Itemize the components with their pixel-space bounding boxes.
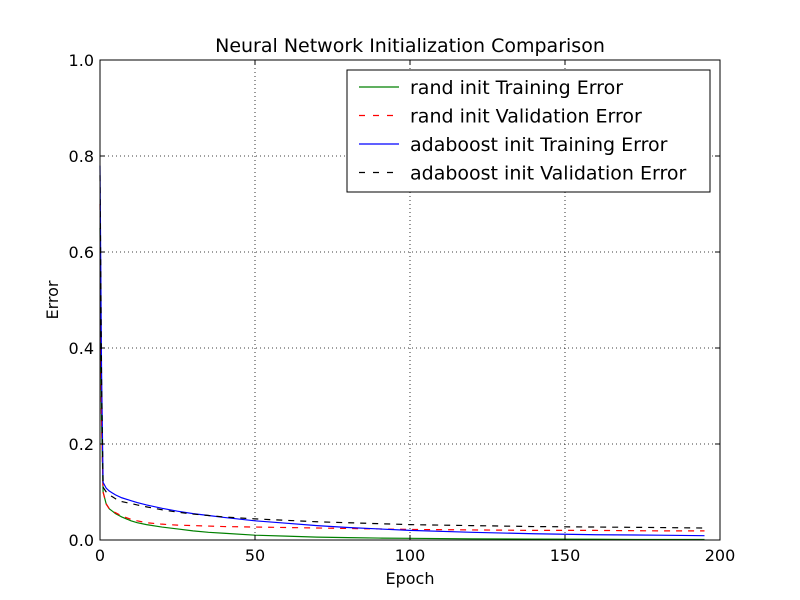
y-tick-label: 0.4 [69, 339, 94, 358]
y-tick-label: 0.6 [69, 243, 94, 262]
legend-entry-1: rand init Training Error [410, 77, 623, 99]
y-tick-label: 1.0 [69, 51, 94, 70]
x-tick-label: 150 [550, 546, 581, 565]
y-axis-label: Error [43, 280, 62, 319]
y-tick-label: 0.8 [69, 147, 94, 166]
series-line-1 [99, 227, 705, 541]
series-line-2 [99, 203, 705, 532]
ticks [99, 59, 721, 541]
y-tick-label: 0.0 [69, 531, 94, 550]
tick-labels: 0 50 100 150 200 0.0 0.2 0.4 0.6 0.8 1.0 [69, 51, 736, 565]
x-tick-label: 200 [705, 546, 736, 565]
series-group [99, 165, 705, 541]
x-tick-label: 0 [95, 546, 105, 565]
x-tick-label: 50 [245, 546, 265, 565]
legend-entry-4: adaboost init Validation Error [410, 163, 686, 185]
x-tick-label: 100 [395, 546, 426, 565]
chart-title: Neural Network Initialization Comparison [215, 35, 605, 57]
legend-box [346, 69, 711, 193]
legend-entry-3: adaboost init Training Error [410, 134, 668, 156]
y-tick-label: 0.2 [69, 435, 94, 454]
series-line-4 [99, 175, 705, 529]
legend-entry-2: rand init Validation Error [410, 106, 642, 128]
x-axis-label: Epoch [386, 569, 435, 588]
legend: rand init Training Error rand init Valida… [346, 69, 711, 193]
